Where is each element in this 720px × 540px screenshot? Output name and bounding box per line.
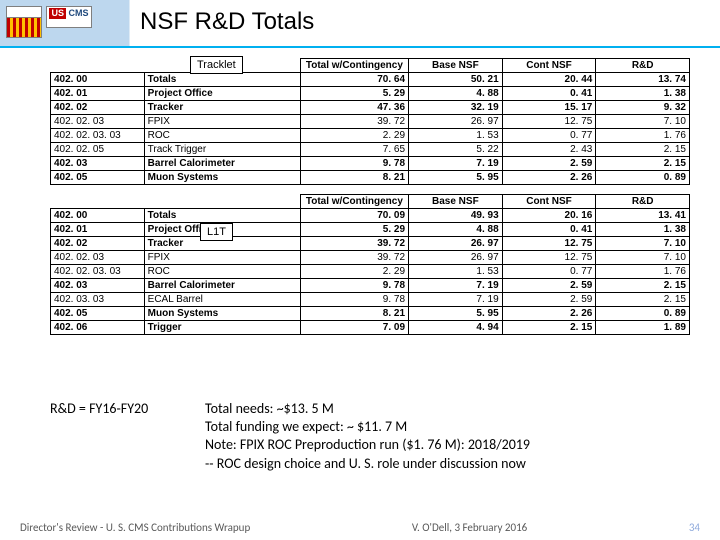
page-number: 34 bbox=[689, 521, 700, 534]
notes-block: R&D = FY16-FY20 Total needs: ~$13. 5 MTo… bbox=[50, 400, 700, 473]
tables-wrapper: Tracklet L1T Total w/ContingencyBase NSF… bbox=[50, 58, 710, 335]
hl-lhc-logo bbox=[6, 6, 42, 38]
callout-l1t: L1T bbox=[200, 223, 233, 241]
footer-mid: V. O'Dell, 3 February 2016 bbox=[412, 521, 527, 534]
note-line: Total funding we expect: ~ $11. 7 M bbox=[205, 418, 700, 436]
logo-us: US bbox=[49, 8, 66, 19]
us-cms-logo: US CMS bbox=[46, 6, 92, 28]
title-band: US CMS NSF R&D Totals bbox=[0, 0, 720, 48]
notes-right: Total needs: ~$13. 5 MTotal funding we e… bbox=[205, 400, 700, 473]
notes-left: R&D = FY16-FY20 bbox=[50, 400, 205, 473]
totals-tables: Total w/ContingencyBase NSFCont NSFR&D40… bbox=[50, 58, 690, 335]
logo-cms: CMS bbox=[69, 8, 89, 18]
callout-tracklet: Tracklet bbox=[190, 56, 243, 74]
page-title: NSF R&D Totals bbox=[140, 8, 314, 36]
note-line: -- ROC design choice and U. S. role unde… bbox=[205, 455, 700, 473]
footer-left: Director's Review - U. S. CMS Contributi… bbox=[20, 521, 250, 534]
note-line: Note: FPIX ROC Preproduction run ($1. 76… bbox=[205, 436, 700, 454]
content-area: Tracklet L1T Total w/ContingencyBase NSF… bbox=[50, 58, 710, 335]
footer: Director's Review - U. S. CMS Contributi… bbox=[20, 521, 700, 534]
note-line: Total needs: ~$13. 5 M bbox=[205, 400, 700, 418]
